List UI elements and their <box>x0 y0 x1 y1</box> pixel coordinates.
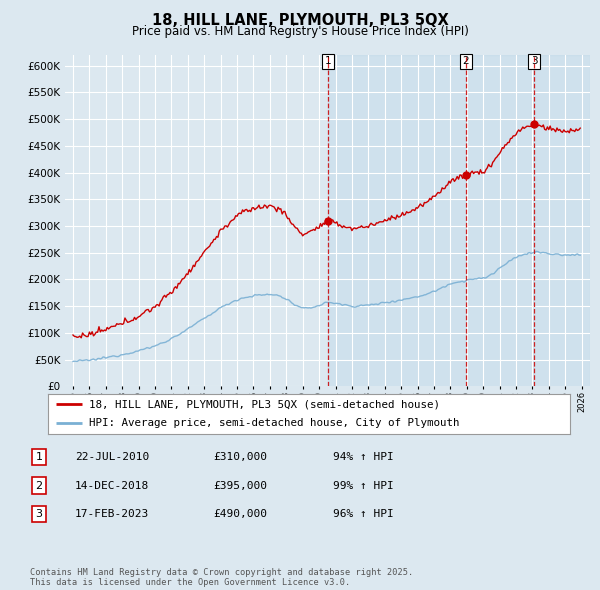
Text: 1: 1 <box>325 56 331 66</box>
Text: 22-JUL-2010: 22-JUL-2010 <box>75 453 149 462</box>
Text: 99% ↑ HPI: 99% ↑ HPI <box>333 481 394 490</box>
Bar <box>328 55 590 386</box>
Text: 18, HILL LANE, PLYMOUTH, PL3 5QX: 18, HILL LANE, PLYMOUTH, PL3 5QX <box>152 13 448 28</box>
Text: 96% ↑ HPI: 96% ↑ HPI <box>333 509 394 519</box>
Text: 2: 2 <box>35 481 43 490</box>
Text: 14-DEC-2018: 14-DEC-2018 <box>75 481 149 490</box>
Text: HPI: Average price, semi-detached house, City of Plymouth: HPI: Average price, semi-detached house,… <box>89 418 459 428</box>
Text: 3: 3 <box>531 56 538 66</box>
Text: 2: 2 <box>463 56 469 66</box>
Text: £395,000: £395,000 <box>213 481 267 490</box>
Text: £490,000: £490,000 <box>213 509 267 519</box>
Text: Contains HM Land Registry data © Crown copyright and database right 2025.
This d: Contains HM Land Registry data © Crown c… <box>30 568 413 587</box>
Text: 94% ↑ HPI: 94% ↑ HPI <box>333 453 394 462</box>
Text: £310,000: £310,000 <box>213 453 267 462</box>
Text: 3: 3 <box>35 509 43 519</box>
Text: 17-FEB-2023: 17-FEB-2023 <box>75 509 149 519</box>
Text: Price paid vs. HM Land Registry's House Price Index (HPI): Price paid vs. HM Land Registry's House … <box>131 25 469 38</box>
Text: 1: 1 <box>35 453 43 462</box>
Text: 18, HILL LANE, PLYMOUTH, PL3 5QX (semi-detached house): 18, HILL LANE, PLYMOUTH, PL3 5QX (semi-d… <box>89 399 440 409</box>
